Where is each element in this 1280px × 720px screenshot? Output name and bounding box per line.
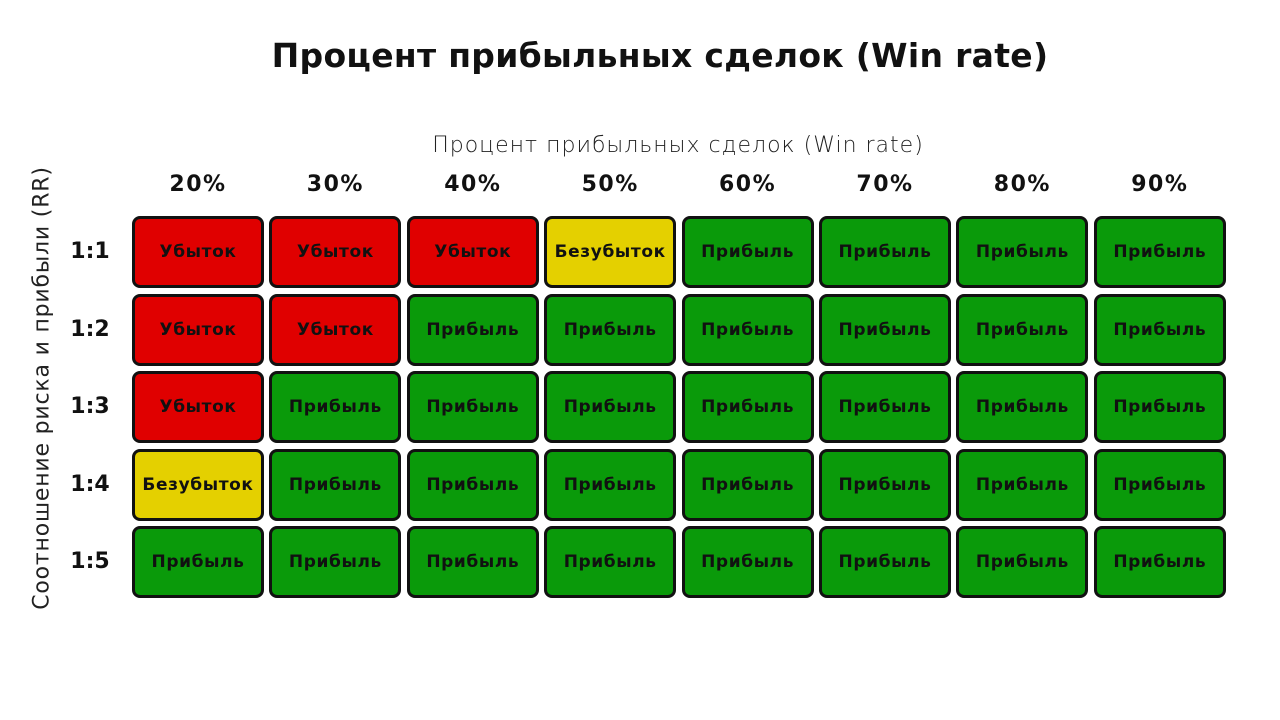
grid-cell: Прибыль: [269, 448, 402, 521]
column-header: 50%: [581, 172, 639, 197]
grid-cell: Прибыль: [681, 216, 814, 288]
grid-cell: Прибыль: [406, 526, 539, 598]
grid-cell: Прибыль: [956, 371, 1089, 443]
grid-cell: Прибыль: [681, 448, 814, 521]
grid-cell: Прибыль: [544, 293, 677, 366]
grid-cell: Убыток: [269, 216, 402, 288]
grid-cell: Прибыль: [819, 448, 951, 521]
grid-cell: Безубыток: [132, 448, 264, 521]
grid-cell: Убыток: [406, 216, 539, 288]
grid-cell: Прибыль: [544, 371, 677, 443]
row-header: 1:3: [70, 394, 110, 419]
grid-cell: Прибыль: [544, 526, 677, 598]
row-header: 1:5: [70, 549, 110, 574]
grid-cell: Прибыль: [956, 216, 1089, 288]
column-header: 40%: [444, 172, 502, 197]
grid-cell: Убыток: [269, 293, 402, 366]
grid-cell: Прибыль: [681, 526, 814, 598]
grid-cell: Прибыль: [956, 293, 1089, 366]
y-axis-label: Соотношение риска и прибыли (RR): [29, 166, 55, 610]
grid-cell: Прибыль: [956, 448, 1089, 521]
grid-cell: Прибыль: [269, 371, 402, 443]
column-header: 20%: [169, 172, 227, 197]
chart-title: Процент прибыльных сделок (Win rate): [271, 36, 1049, 75]
column-header: 60%: [719, 172, 777, 197]
grid-cell: Прибыль: [681, 371, 814, 443]
row-header: 1:4: [70, 471, 110, 497]
grid-cell: Убыток: [132, 293, 264, 366]
grid-cell: Убыток: [132, 216, 264, 288]
column-header: 30%: [306, 172, 364, 197]
column-header: 70%: [856, 172, 914, 197]
grid-cell: Прибыль: [1093, 293, 1226, 366]
grid-cell: Прибыль: [819, 216, 951, 288]
grid-cell: Прибыль: [819, 526, 951, 598]
grid-cell: Убыток: [132, 371, 264, 443]
grid-cell: Прибыль: [544, 448, 677, 521]
column-header: 90%: [1131, 172, 1189, 197]
grid-cell: Безубыток: [544, 216, 677, 288]
grid-cell: Прибыль: [1093, 371, 1226, 443]
x-axis-label: Процент прибыльных сделок (Win rate): [432, 133, 924, 158]
grid-cell: Прибыль: [269, 526, 402, 598]
grid-cell: Прибыль: [1093, 216, 1226, 288]
grid-cell: Прибыль: [819, 371, 951, 443]
grid-cell: Прибыль: [1093, 526, 1226, 598]
grid-cell: Прибыль: [132, 526, 264, 598]
grid-cell: Прибыль: [406, 371, 539, 443]
column-header: 80%: [993, 172, 1051, 197]
grid-cell: Прибыль: [819, 293, 951, 366]
grid-cell: Прибыль: [956, 526, 1089, 598]
row-header: 1:1: [70, 239, 110, 264]
grid-cell: Прибыль: [406, 293, 539, 366]
grid-cell: Прибыль: [406, 448, 539, 521]
grid-cell: Прибыль: [681, 293, 814, 366]
row-header: 1:2: [70, 316, 110, 342]
grid-cell: Прибыль: [1093, 448, 1226, 521]
